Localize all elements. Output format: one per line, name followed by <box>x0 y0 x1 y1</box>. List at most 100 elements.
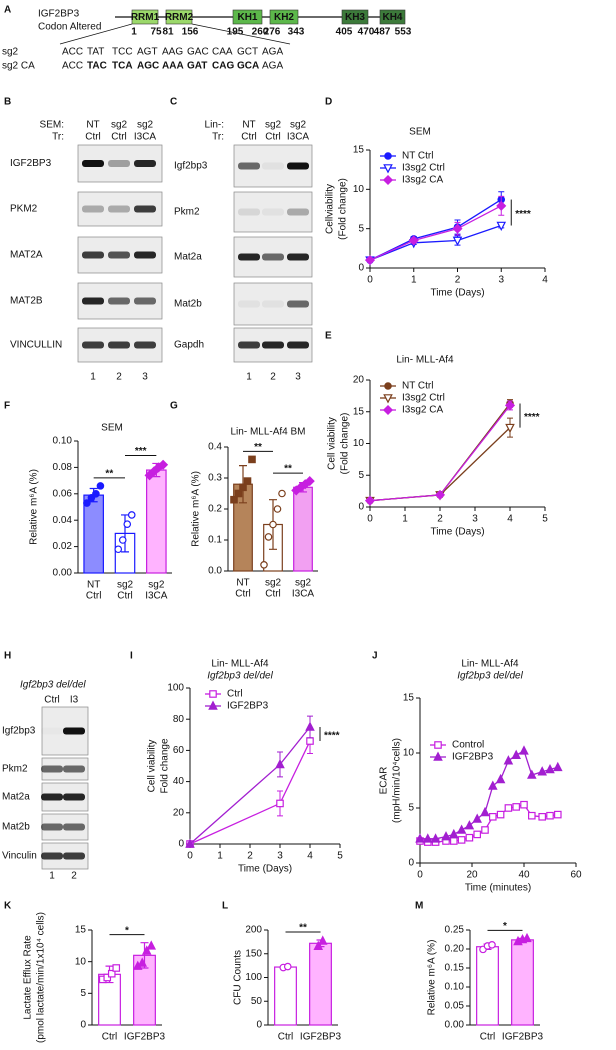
y-tick-label: 0.3 <box>208 473 222 484</box>
legend-label: I3sg2 CA <box>402 405 443 416</box>
legend-marker <box>384 152 392 160</box>
data-point <box>456 824 467 834</box>
domain-box <box>269 9 299 25</box>
y-tick-label: 0.0 <box>208 566 222 577</box>
blot-band <box>108 251 130 259</box>
x-tick-label: sg2 <box>117 580 134 591</box>
data-point <box>465 833 474 842</box>
y-tick-label: 0 <box>178 839 184 850</box>
y-tick-label: 15 <box>353 145 365 156</box>
legend-label: I3sg2 CA <box>402 175 443 186</box>
legend-marker <box>434 741 442 749</box>
panel-label: D <box>325 97 332 108</box>
blot-band <box>108 205 130 213</box>
y-axis-label: (pmol lactate/min/1x10⁴ cells) <box>36 912 47 1043</box>
x-tick-label: 0 <box>367 514 373 525</box>
blot-band <box>134 205 156 213</box>
blot-band <box>262 341 284 349</box>
blot-band <box>238 208 260 216</box>
data-point <box>480 806 490 817</box>
blot-row-label: MAT2B <box>10 296 43 307</box>
blot-band <box>41 823 63 831</box>
series-line <box>369 404 511 502</box>
x-axis-label: Time (Days) <box>430 288 484 299</box>
y-tick-label: 100 <box>167 683 184 694</box>
zoom-line <box>191 23 291 45</box>
data-point <box>408 235 419 246</box>
x-axis-label: Time (Days) <box>430 527 484 538</box>
legend-label: NT Ctrl <box>402 151 433 162</box>
data-point <box>504 804 513 812</box>
y-tick-label: 0.15 <box>445 963 465 974</box>
x-tick-label: Ctrl <box>265 589 281 600</box>
sequence-name: sg2 CA <box>2 61 35 72</box>
codon: CAG <box>212 61 234 72</box>
panel-label: A <box>4 5 11 16</box>
bar <box>511 939 534 1026</box>
blot-band <box>238 162 260 170</box>
codon: GCT <box>237 47 258 58</box>
codon: CAA <box>212 47 233 58</box>
codon: TCA <box>112 61 133 72</box>
codon: AGA <box>262 47 283 58</box>
data-point <box>430 833 441 843</box>
data-point <box>511 749 521 760</box>
y-tick-label: 20 <box>173 807 185 818</box>
domain-start: 487 <box>374 27 391 38</box>
lane-label: sg2 <box>290 120 307 131</box>
data-point <box>527 811 536 820</box>
data-point <box>503 755 514 765</box>
y-tick-label: 80 <box>173 714 185 725</box>
legend-marker <box>208 700 218 710</box>
lane-label: I3CA <box>134 132 157 143</box>
domain-box <box>232 9 263 25</box>
blot-header: Lin-: <box>205 120 224 131</box>
y-tick-label: 10 <box>403 748 415 759</box>
x-tick-label: Ctrl <box>117 591 133 602</box>
lane-label: Ctrl <box>265 132 281 143</box>
data-point <box>441 831 451 841</box>
x-tick-label: Ctrl <box>235 589 251 600</box>
blot-band <box>82 341 104 349</box>
y-tick-label: 5 <box>358 223 364 234</box>
x-tick-label: IGF2BP3 <box>124 1032 166 1043</box>
lane-number: 2 <box>71 871 77 882</box>
domain-end: 260 <box>252 27 269 38</box>
blot-frame <box>233 191 313 233</box>
domain-start: 405 <box>336 27 353 38</box>
data-point <box>306 737 314 745</box>
data-point <box>504 400 516 411</box>
x-tick-label: Ctrl <box>86 591 102 602</box>
domain-name: KH2 <box>274 12 294 23</box>
bar <box>476 946 499 1026</box>
data-point <box>488 941 496 949</box>
x-tick-label: 1 <box>217 851 223 862</box>
codon: AGT <box>137 47 158 58</box>
y-tick-label: 0 <box>358 263 364 274</box>
data-point <box>512 803 521 811</box>
y-axis-label: ECAR <box>379 767 390 795</box>
blot-band <box>108 297 130 305</box>
blot-band <box>82 251 104 259</box>
x-tick-label: 1 <box>411 275 417 286</box>
domain-start: 81 <box>162 27 174 38</box>
blot-row-label: Mat2a <box>2 792 30 803</box>
domain-name: RRM2 <box>165 12 194 23</box>
blot-band <box>238 300 260 308</box>
y-tick-label: 150 <box>245 948 262 959</box>
data-point <box>158 459 169 470</box>
x-tick-label: 4 <box>307 851 313 862</box>
y-tick-label: 0.04 <box>53 515 73 526</box>
series-line <box>369 427 511 502</box>
data-point <box>248 455 256 464</box>
significance: ** <box>105 469 113 480</box>
domain-name: KH4 <box>382 12 402 23</box>
chart-title: Lin- MLL-Af4 <box>211 659 269 670</box>
data-point <box>283 962 292 971</box>
lane-number: 2 <box>270 372 276 383</box>
y-axis-label: Relative m⁶A (%) <box>29 469 40 545</box>
domain-name: KH3 <box>345 12 365 23</box>
series-line <box>419 803 558 843</box>
codon: ACC <box>62 61 83 72</box>
codon: TCC <box>112 47 133 58</box>
